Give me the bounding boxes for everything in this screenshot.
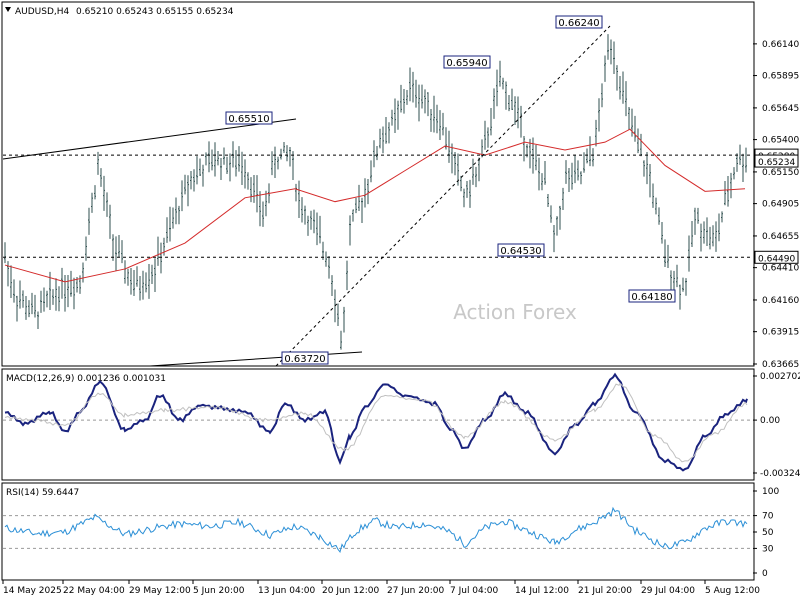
key-point-box bbox=[281, 351, 329, 365]
price-tick-label: 0.63665 bbox=[762, 360, 799, 370]
x-tick-label: 29 May 12:00 bbox=[129, 586, 191, 596]
price-panel-frame bbox=[1, 1, 755, 367]
trendline-upper bbox=[2, 118, 297, 160]
symbol-title: AUDUSD,H4 bbox=[15, 7, 70, 17]
x-tick-label: 21 Jul 20:00 bbox=[578, 586, 632, 596]
rsi-tick-label: 100 bbox=[762, 487, 779, 497]
key-point-box bbox=[225, 111, 273, 125]
level-price-box bbox=[754, 250, 799, 264]
price-header: AUDUSD,H4 0.65210 0.65243 0.65155 0.6523… bbox=[5, 7, 234, 17]
price-tick-label: 0.65150 bbox=[762, 168, 799, 178]
trendline-dashed bbox=[275, 25, 611, 367]
key-point-label: 0.63720 bbox=[284, 354, 325, 365]
level-price-label: 0.64490 bbox=[758, 254, 795, 264]
ohlc-header: 0.65210 0.65243 0.65155 0.65234 bbox=[76, 7, 234, 17]
x-tick-label: 27 Jun 20:00 bbox=[387, 586, 444, 596]
x-tick-label: 5 Jun 20:00 bbox=[193, 586, 245, 596]
key-point-box bbox=[443, 55, 491, 69]
rsi-tick-label: 50 bbox=[762, 528, 774, 538]
x-tick-label: 22 May 04:00 bbox=[63, 586, 125, 596]
price-tick-label: 0.64410 bbox=[762, 264, 799, 274]
key-point-box bbox=[497, 243, 545, 257]
key-point-label: 0.64530 bbox=[500, 246, 541, 257]
last-price-box bbox=[754, 154, 799, 168]
x-tick-label: 20 Jun 12:00 bbox=[322, 586, 379, 596]
price-tick-label: 0.66140 bbox=[762, 40, 799, 50]
price-layer: 0.65510 0.65940 0.66240 0.64530 0.64180 0.637… bbox=[2, 15, 753, 367]
macd-title: MACD(12,26,9) 0.001236 0.001031 bbox=[6, 374, 166, 384]
watermark: Action Forex bbox=[453, 300, 577, 324]
x-tick-label: 14 May 2025 bbox=[3, 586, 62, 596]
key-point-label: 0.65940 bbox=[446, 58, 487, 69]
rsi-panel-frame bbox=[1, 482, 755, 581]
last-price-label: 0.65234 bbox=[758, 158, 795, 168]
rsi-line bbox=[4, 506, 748, 553]
macd-tick-label: 0.002702 bbox=[760, 372, 800, 382]
moving-average-line bbox=[4, 128, 746, 283]
rsi-tick-label: 30 bbox=[762, 544, 774, 554]
macd-signal-line bbox=[4, 382, 748, 463]
macd-panel-frame bbox=[1, 368, 755, 481]
key-point-label: 0.65510 bbox=[228, 114, 269, 125]
rsi-layer bbox=[3, 506, 753, 553]
x-tick-label: 13 Jun 04:00 bbox=[258, 586, 315, 596]
rsi-tick-label: 0 bbox=[762, 569, 768, 579]
axis-layer: 0.66140 0.65895 0.65645 0.65400 0.65150 0.649… bbox=[2, 40, 800, 596]
macd-layer bbox=[3, 372, 753, 472]
key-point-label: 0.66240 bbox=[558, 18, 599, 29]
price-tick-label: 0.63915 bbox=[762, 328, 799, 338]
price-tick-label: 0.65400 bbox=[762, 136, 799, 146]
x-tick-label: 7 Jul 04:00 bbox=[450, 586, 499, 596]
price-tick-label: 0.65645 bbox=[762, 104, 799, 114]
rsi-tick-label: 70 bbox=[762, 512, 774, 522]
price-tick-label: 0.64655 bbox=[762, 232, 799, 242]
macd-line bbox=[4, 372, 748, 472]
key-point-label: 0.64180 bbox=[631, 292, 672, 303]
price-tick-label: 0.64160 bbox=[762, 296, 799, 306]
price-tick-label: 0.65895 bbox=[762, 72, 799, 82]
x-tick-label: 5 Aug 12:00 bbox=[705, 586, 760, 596]
key-point-box bbox=[628, 289, 676, 303]
macd-tick-label: 0.00 bbox=[760, 416, 780, 426]
dropdown-triangle-icon bbox=[5, 7, 11, 12]
rsi-title: RSI(14) 59.6447 bbox=[6, 488, 79, 498]
price-tick-label: 0.64905 bbox=[762, 200, 799, 210]
x-tick-label: 29 Jul 04:00 bbox=[641, 586, 695, 596]
x-tick-label: 14 Jul 12:00 bbox=[515, 586, 569, 596]
key-point-box bbox=[555, 15, 603, 29]
